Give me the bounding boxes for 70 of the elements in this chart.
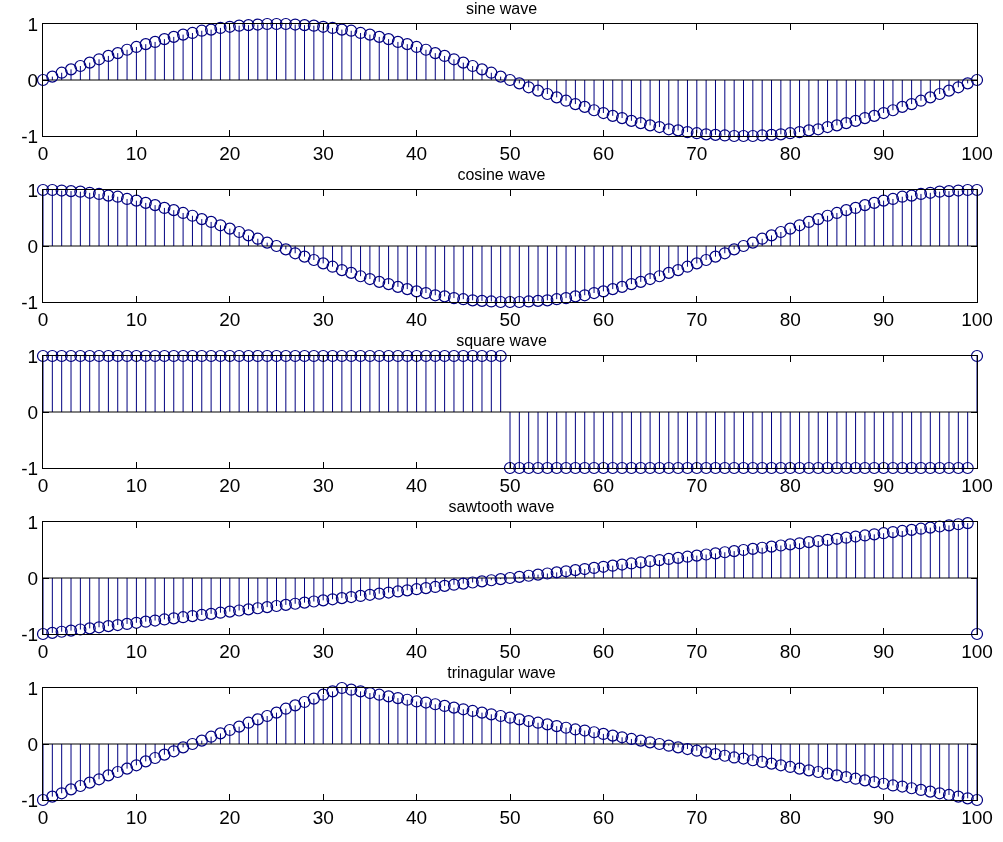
x-tick-label: 50	[499, 806, 521, 828]
x-tick-label: 10	[125, 640, 147, 662]
x-tick-label: 20	[219, 806, 241, 828]
x-tick-label: 60	[592, 640, 614, 662]
x-tick-label: 20	[219, 640, 241, 662]
x-tick-label: 30	[312, 806, 334, 828]
x-tick-label: 70	[686, 308, 708, 330]
x-tick-label: 100	[961, 806, 993, 828]
x-tick-label: 70	[686, 806, 708, 828]
y-tick-label: 1	[27, 511, 39, 533]
y-tick-label: 0	[27, 567, 39, 589]
chart-title: square wave	[456, 331, 547, 349]
chart-title: cosine wave	[457, 165, 546, 183]
x-tick-label: 100	[961, 308, 993, 330]
x-tick-label: 40	[406, 142, 428, 164]
y-tick-label: 1	[27, 179, 39, 201]
x-tick-label: 60	[592, 474, 614, 496]
x-tick-label: 80	[779, 142, 801, 164]
x-tick-label: 40	[406, 640, 428, 662]
x-tick-label: 30	[312, 308, 334, 330]
x-tick-label: 20	[219, 474, 241, 496]
x-tick-label: 20	[219, 308, 241, 330]
y-tick-label: 0	[27, 401, 39, 423]
x-tick-label: 60	[592, 806, 614, 828]
x-tick-label: 80	[779, 474, 801, 496]
y-tick-label: 0	[27, 69, 39, 91]
chart-title: sine wave	[465, 0, 538, 17]
y-tick-label: 0	[27, 235, 39, 257]
chart-title: trinagular wave	[447, 663, 556, 681]
y-tick-label: -1	[21, 789, 39, 811]
x-tick-label: 50	[499, 142, 521, 164]
x-tick-label: 30	[312, 640, 334, 662]
x-tick-label: 40	[406, 806, 428, 828]
x-tick-label: 100	[961, 142, 993, 164]
y-tick-label: 1	[27, 345, 39, 367]
x-tick-label: 80	[779, 806, 801, 828]
y-tick-label: -1	[21, 291, 39, 313]
x-tick-label: 50	[499, 474, 521, 496]
x-tick-label: 10	[125, 474, 147, 496]
x-tick-label: 100	[961, 640, 993, 662]
x-tick-label: 10	[125, 142, 147, 164]
y-tick-label: 0	[27, 733, 39, 755]
x-tick-label: 70	[686, 640, 708, 662]
y-tick-label: 1	[27, 677, 39, 699]
x-tick-label: 70	[686, 474, 708, 496]
x-tick-label: 90	[873, 474, 895, 496]
x-tick-label: 50	[499, 308, 521, 330]
y-tick-label: -1	[21, 457, 39, 479]
x-tick-label: 90	[873, 142, 895, 164]
x-tick-label: 70	[686, 142, 708, 164]
x-tick-label: 90	[873, 308, 895, 330]
chart-title: sawtooth wave	[448, 497, 555, 515]
x-tick-label: 90	[873, 640, 895, 662]
x-tick-label: 80	[779, 640, 801, 662]
x-tick-label: 10	[125, 806, 147, 828]
x-tick-label: 50	[499, 640, 521, 662]
y-tick-label: -1	[21, 623, 39, 645]
x-tick-label: 100	[961, 474, 993, 496]
x-tick-label: 60	[592, 142, 614, 164]
x-tick-label: 10	[125, 308, 147, 330]
y-tick-label: -1	[21, 125, 39, 147]
x-tick-label: 80	[779, 308, 801, 330]
x-tick-label: 30	[312, 142, 334, 164]
x-tick-label: 60	[592, 308, 614, 330]
x-tick-label: 30	[312, 474, 334, 496]
y-tick-label: 1	[27, 13, 39, 35]
x-tick-label: 40	[406, 474, 428, 496]
x-tick-label: 90	[873, 806, 895, 828]
x-tick-label: 20	[219, 142, 241, 164]
x-tick-label: 40	[406, 308, 428, 330]
